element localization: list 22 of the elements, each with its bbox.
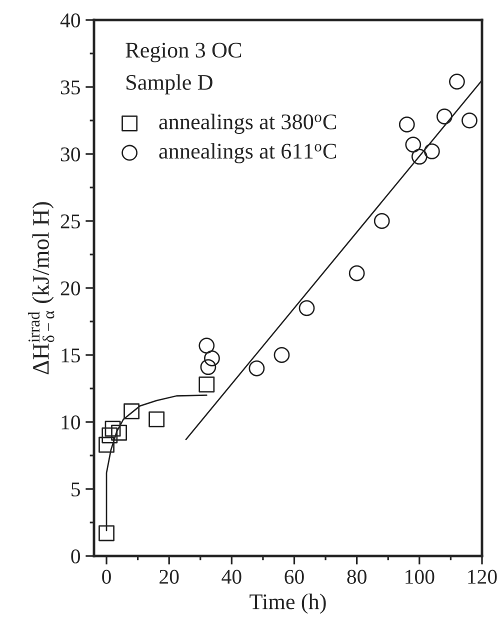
y-tick-label: 20	[60, 281, 80, 296]
y-axis-title: ΔH$^{irrad}$$_{δ−α}$ (kJ/mol H)	[28, 202, 54, 374]
y-tick-label: 10	[62, 415, 80, 430]
legend-label: annealings at 380$^{o}$C	[159, 114, 336, 134]
y-tick-label: 15	[62, 348, 80, 362]
y-tick-label: 30	[60, 147, 80, 162]
y-tick-label: 0	[71, 549, 80, 564]
x-tick-label: 20	[160, 570, 179, 584]
legend-label: annealings at 611$^{o}$C	[159, 143, 336, 164]
x-tick-label: 60	[284, 570, 304, 584]
x-tick-label: 40	[222, 570, 242, 584]
x-tick-label: 120	[468, 570, 497, 584]
annotation: Region 3 OC	[126, 42, 242, 62]
x-tick-label: 0	[102, 570, 111, 584]
annotation: Sample D	[126, 74, 212, 94]
y-tick-label: 25	[60, 214, 80, 228]
x-axis-title: Time (h)	[250, 594, 326, 614]
x-tick-label: 80	[347, 570, 366, 584]
x-tick-label: 100	[406, 570, 434, 584]
y-tick-label: 40	[60, 13, 80, 28]
y-tick-label: 5	[72, 482, 80, 496]
y-tick-label: 35	[60, 80, 80, 94]
